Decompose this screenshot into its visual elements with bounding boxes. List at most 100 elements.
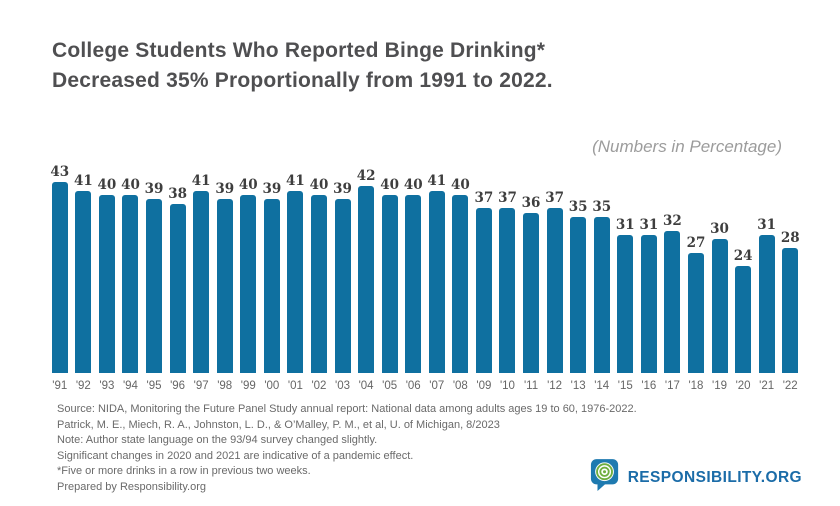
source-note-line: *Five or more drinks in a row in previou… bbox=[57, 465, 311, 478]
bar bbox=[263, 199, 280, 373]
bar bbox=[640, 235, 657, 373]
bar-value-label: 24 bbox=[733, 248, 753, 265]
bar bbox=[546, 208, 563, 373]
bar-value-label: 39 bbox=[215, 181, 235, 198]
bar-value-label: 40 bbox=[450, 177, 470, 194]
bar bbox=[405, 195, 422, 373]
bar-column: 40 '94 bbox=[119, 136, 143, 397]
bar-column: 30 '19 bbox=[708, 136, 732, 397]
bar-column: 31 '15 bbox=[614, 136, 638, 397]
x-axis-tick-label: '19 bbox=[712, 380, 728, 392]
bar-value-label: 41 bbox=[191, 173, 211, 190]
x-axis-tick-label: '97 bbox=[193, 380, 209, 392]
bar-column: 40 '05 bbox=[378, 136, 402, 397]
source-notes: Source: NIDA, Monitoring the Future Pane… bbox=[57, 402, 657, 496]
bar-column: 24 '20 bbox=[731, 136, 755, 397]
source-note-line: Patrick, M. E., Miech, R. A., Johnston, … bbox=[57, 418, 500, 431]
source-note-line: Source: NIDA, Monitoring the Future Pane… bbox=[57, 403, 637, 415]
bar-column: 37 '09 bbox=[472, 136, 496, 397]
bar-column: 31 '21 bbox=[755, 136, 779, 397]
x-axis-tick-label: '18 bbox=[688, 380, 704, 392]
bar-value-label: 30 bbox=[710, 221, 729, 238]
bar bbox=[452, 195, 469, 373]
bar-column: 41 '01 bbox=[284, 136, 308, 397]
bar bbox=[51, 182, 68, 373]
bar bbox=[193, 191, 210, 373]
bar-value-label: 38 bbox=[168, 186, 187, 203]
bar bbox=[358, 186, 375, 373]
logo-wordmark: RESPONSIBILITY.ORG bbox=[627, 468, 802, 486]
x-axis-tick-label: '94 bbox=[122, 380, 138, 392]
bar-value-label: 39 bbox=[333, 181, 352, 198]
bar bbox=[381, 195, 398, 373]
bar-value-label: 31 bbox=[639, 217, 659, 234]
bar-value-label: 28 bbox=[780, 230, 800, 247]
bar bbox=[758, 235, 775, 373]
source-note-line: Prepared by Responsibility.org bbox=[57, 480, 206, 493]
bar-column: 27 '18 bbox=[684, 136, 708, 397]
x-axis-tick-label: '01 bbox=[287, 380, 303, 392]
x-axis-tick-label: '17 bbox=[664, 380, 680, 392]
bar-column: 40 '99 bbox=[237, 136, 261, 397]
x-axis-tick-label: '92 bbox=[75, 380, 91, 392]
chart-title-line1: College Students Who Reported Binge Drin… bbox=[52, 39, 546, 62]
x-axis-tick-label: '91 bbox=[52, 380, 68, 392]
chart-title-line2: Decreased 35% Proportionally from 1991 t… bbox=[52, 68, 553, 92]
bar-value-label: 41 bbox=[73, 173, 93, 190]
bar-value-label: 31 bbox=[615, 217, 635, 234]
bar bbox=[75, 191, 92, 373]
bar bbox=[334, 199, 351, 373]
bar bbox=[499, 208, 516, 373]
bar bbox=[593, 217, 610, 373]
x-axis-tick-label: '02 bbox=[311, 380, 327, 392]
chart-title: College Students Who Reported Binge Drin… bbox=[52, 36, 692, 96]
bar-value-label: 41 bbox=[286, 173, 305, 190]
x-axis-tick-label: '93 bbox=[99, 380, 115, 392]
x-axis-tick-label: '10 bbox=[499, 380, 515, 392]
bar-column: 38 '96 bbox=[166, 136, 190, 397]
x-axis-tick-label: '98 bbox=[217, 380, 233, 392]
bar bbox=[617, 235, 634, 373]
bar-value-label: 40 bbox=[238, 177, 258, 194]
bar-column: 41 '97 bbox=[189, 136, 213, 397]
bar-column: 35 '13 bbox=[566, 136, 590, 397]
bar bbox=[310, 195, 327, 373]
x-axis-tick-label: '08 bbox=[452, 380, 468, 392]
x-axis-tick-label: '12 bbox=[547, 380, 563, 392]
bar-column: 39 '03 bbox=[331, 136, 355, 397]
x-axis-tick-label: '22 bbox=[782, 380, 798, 392]
bar-chart: 43 '91 41 '92 40 '93 40 '94 39 '95 38 '96 41 '97 39 '98… bbox=[48, 136, 802, 397]
bar bbox=[428, 191, 445, 373]
bar-value-label: 40 bbox=[380, 177, 400, 194]
x-axis-tick-label: '00 bbox=[264, 380, 280, 392]
bar-value-label: 37 bbox=[474, 190, 494, 207]
bar-column: 41 '07 bbox=[425, 136, 449, 397]
bar-column: 36 '11 bbox=[519, 136, 543, 397]
x-axis-tick-label: '11 bbox=[523, 380, 539, 392]
bar-column: 39 '95 bbox=[142, 136, 166, 397]
bar bbox=[216, 199, 233, 373]
bar-value-label: 27 bbox=[686, 235, 706, 252]
x-axis-tick-label: '99 bbox=[240, 380, 256, 392]
speech-bubble-target-icon bbox=[590, 458, 620, 497]
bar-column: 40 '08 bbox=[449, 136, 473, 397]
bar-value-label: 37 bbox=[545, 190, 564, 207]
x-axis-tick-label: '95 bbox=[146, 380, 162, 392]
bar-value-label: 36 bbox=[521, 195, 541, 212]
source-note-line: Note: Author state language on the 93/94… bbox=[57, 434, 378, 447]
bar-value-label: 37 bbox=[498, 190, 517, 207]
bar-value-label: 40 bbox=[121, 177, 140, 194]
bar-value-label: 43 bbox=[50, 164, 70, 181]
x-axis-tick-label: '21 bbox=[759, 380, 775, 392]
bar-column: 43 '91 bbox=[48, 136, 72, 397]
x-axis-tick-label: '16 bbox=[641, 380, 657, 392]
responsibility-org-logo: RESPONSIBILITY.ORG bbox=[590, 458, 802, 497]
bar bbox=[122, 195, 139, 373]
bar bbox=[687, 253, 704, 373]
bar-column: 32 '17 bbox=[661, 136, 685, 397]
x-axis-tick-label: '04 bbox=[358, 380, 374, 392]
source-note-line: Significant changes in 2020 and 2021 are… bbox=[57, 449, 414, 462]
bar-column: 31 '16 bbox=[637, 136, 661, 397]
bar bbox=[711, 239, 728, 373]
bar-value-label: 40 bbox=[97, 177, 117, 194]
